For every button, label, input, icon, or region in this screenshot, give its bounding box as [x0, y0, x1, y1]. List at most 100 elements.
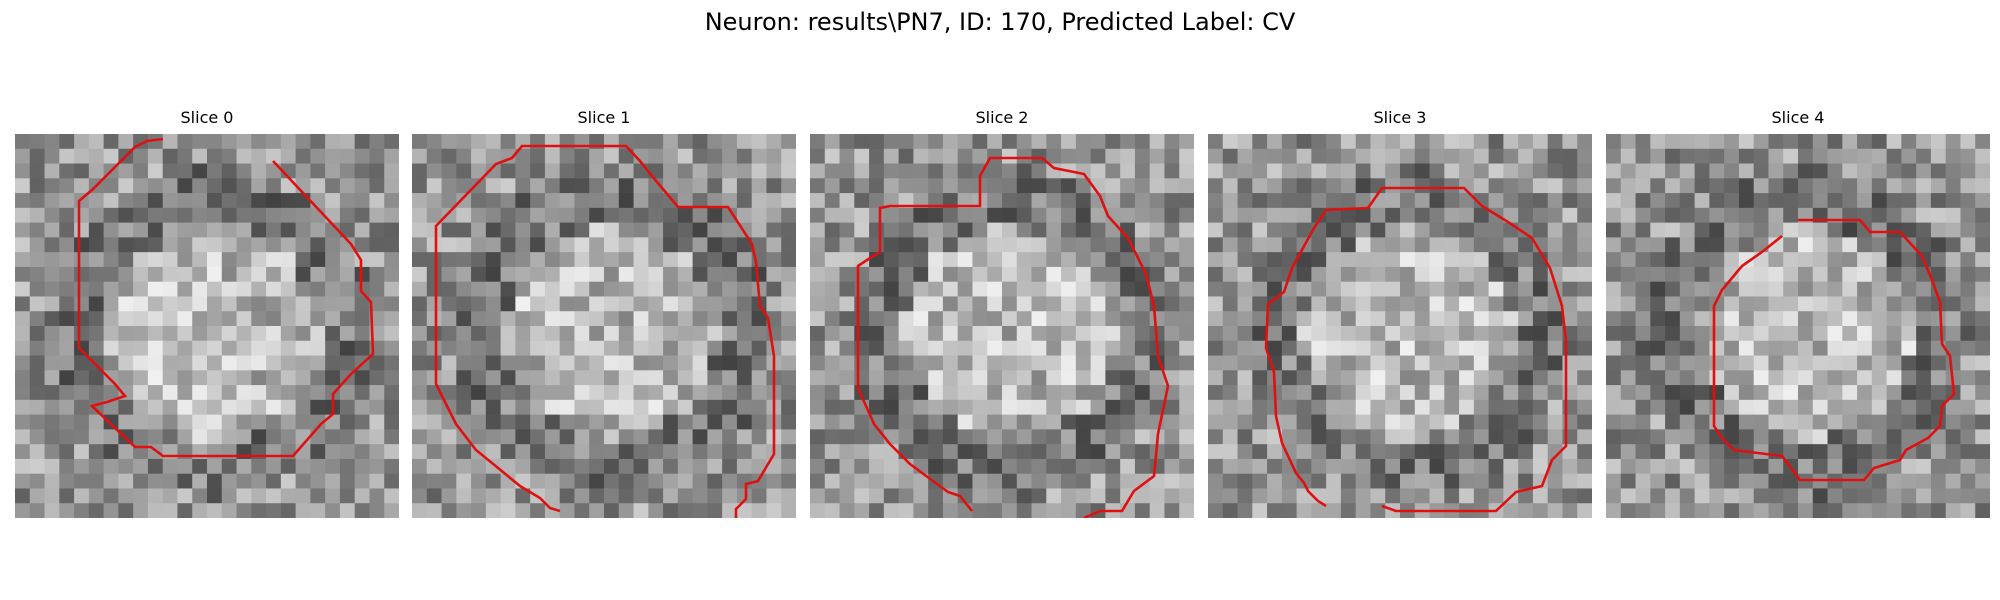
image-pixel	[928, 399, 944, 416]
image-pixel	[1222, 414, 1239, 430]
image-pixel	[1340, 444, 1357, 460]
image-pixel	[1930, 207, 1947, 224]
image-pixel	[1694, 458, 1710, 475]
image-pixel	[544, 237, 561, 253]
image-pixel	[648, 281, 664, 298]
image-pixel	[456, 178, 472, 194]
image-pixel	[1694, 281, 1710, 298]
image-pixel	[1237, 266, 1253, 283]
image-pixel	[1061, 222, 1077, 238]
image-pixel	[987, 178, 1003, 194]
image-pixel	[559, 296, 576, 312]
image-pixel	[251, 326, 267, 342]
image-pixel	[1208, 503, 1224, 518]
image-pixel	[854, 473, 870, 490]
image-pixel	[1120, 414, 1136, 430]
image-pixel	[1149, 237, 1166, 253]
image-pixel	[384, 222, 399, 238]
image-pixel	[221, 399, 238, 416]
image-pixel	[88, 252, 105, 268]
image-pixel	[1547, 207, 1564, 224]
image-pixel	[325, 281, 341, 298]
image-pixel	[972, 399, 988, 416]
image-pixel	[1326, 207, 1342, 224]
image-pixel	[707, 178, 723, 194]
image-pixel	[1503, 281, 1519, 298]
segmentation-contour-2	[856, 156, 1170, 518]
image-pixel	[1075, 340, 1092, 357]
image-pixel	[441, 340, 457, 357]
image-pixel	[751, 355, 768, 371]
image-pixel	[883, 207, 900, 224]
image-pixel	[1753, 207, 1770, 224]
image-pixel	[1812, 326, 1829, 342]
image-pixel	[898, 370, 914, 386]
image-pixel	[1694, 399, 1710, 416]
image-pixel	[1208, 134, 1224, 150]
image-pixel	[1296, 134, 1312, 150]
image-pixel	[1975, 429, 1990, 445]
image-pixel	[1960, 296, 1976, 312]
image-pixel	[1738, 370, 1755, 386]
image-pixel	[221, 311, 238, 327]
image-pixel	[544, 473, 561, 490]
image-pixel	[1518, 207, 1534, 224]
segmentation-contour-1	[434, 144, 776, 518]
image-pixel	[1281, 370, 1298, 386]
image-pixel	[1075, 237, 1092, 253]
image-pixel	[913, 237, 929, 253]
image-pixel	[88, 473, 105, 490]
image-pixel	[854, 488, 870, 504]
image-pixel	[648, 296, 664, 312]
image-pixel	[44, 473, 60, 490]
image-pixel	[1414, 311, 1431, 327]
image-pixel	[1090, 326, 1106, 342]
image-pixel	[412, 193, 428, 209]
image-pixel	[500, 444, 516, 460]
image-pixel	[1916, 399, 1932, 416]
image-pixel	[1812, 237, 1829, 253]
image-pixel	[236, 281, 252, 298]
image-pixel	[1916, 222, 1932, 238]
image-pixel	[559, 503, 576, 518]
image-pixel	[1105, 488, 1121, 504]
image-pixel	[103, 178, 119, 194]
image-pixel	[147, 326, 164, 342]
image-pixel	[251, 429, 267, 445]
image-pixel	[1459, 355, 1475, 371]
image-pixel	[928, 134, 944, 150]
image-pixel	[1620, 222, 1637, 238]
image-pixel	[722, 399, 738, 416]
image-pixel	[500, 296, 516, 312]
image-pixel	[103, 134, 119, 150]
image-pixel	[1237, 193, 1253, 209]
image-pixel	[1709, 207, 1725, 224]
image-pixel	[1738, 296, 1755, 312]
image-pixel	[133, 488, 149, 504]
image-pixel	[604, 207, 620, 224]
image-pixel	[898, 237, 914, 253]
image-pixel	[515, 311, 531, 327]
image-pixel	[972, 473, 988, 490]
image-pixel	[74, 370, 90, 386]
image-pixel	[1886, 444, 1902, 460]
segmentation-contour-3	[1264, 186, 1568, 513]
image-pixel	[1267, 326, 1283, 342]
image-pixel	[500, 414, 516, 430]
image-pixel	[310, 222, 326, 238]
image-pixel	[1385, 222, 1401, 238]
image-pixel	[1901, 503, 1917, 518]
image-pixel	[1473, 237, 1490, 253]
image-pixel	[1679, 296, 1696, 312]
image-pixel	[1414, 340, 1431, 357]
image-pixel	[692, 281, 708, 298]
image-pixel	[633, 503, 649, 518]
image-pixel	[1090, 163, 1106, 179]
image-pixel	[118, 414, 134, 430]
image-pixel	[1090, 488, 1106, 504]
image-pixel	[515, 266, 531, 283]
image-pixel	[604, 281, 620, 298]
image-pixel	[854, 311, 870, 327]
image-pixel	[1518, 444, 1534, 460]
image-pixel	[441, 326, 457, 342]
